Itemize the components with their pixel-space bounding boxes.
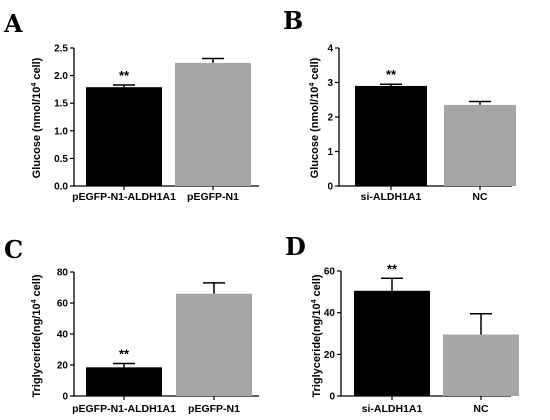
y-tick-label: 40 (324, 308, 336, 319)
panel-letter: C (4, 235, 23, 264)
x-tick-label: si-ALDH1A1 (361, 191, 422, 203)
x-tick-label: pEGFP-N1-ALDH1A1 (72, 191, 176, 203)
y-axis-label: Triglyceride(ng/104 cell) (31, 274, 43, 397)
bar (175, 62, 251, 186)
y-tick-label: 1 (327, 147, 333, 158)
bar (444, 104, 516, 186)
y-tick-label: 80 (57, 268, 69, 279)
bar (355, 85, 427, 186)
y-tick-label: 40 (57, 330, 69, 341)
panel-letter: D (285, 232, 306, 261)
bar (86, 367, 162, 396)
chart-panel-a: A Glucose (nmol/104 cell) 0.0 0.5 1.0 1.5 2.0 2… (3, 9, 259, 203)
bar (443, 334, 519, 396)
x-tick-label: NC (473, 403, 489, 415)
y-tick-label: 1.5 (54, 99, 68, 110)
y-tick-label: 0 (62, 392, 68, 403)
y-axis-label: Glucose (nmol/104 cell) (31, 57, 43, 178)
x-tick-label: pEGFP-N1 (188, 403, 240, 415)
significance-label: ** (386, 67, 397, 82)
y-tick-label: 0.0 (54, 182, 68, 193)
x-tick-label: si-ALDH1A1 (362, 403, 423, 415)
significance-label: ** (119, 346, 130, 361)
y-tick-label: 2.0 (54, 71, 68, 82)
y-tick-label: 4 (327, 44, 333, 55)
y-tick-label: 2.5 (54, 44, 68, 55)
y-axis-label: Glucose (nmol/104 cell) (309, 57, 321, 178)
bar (86, 87, 162, 186)
y-axis-label: Triglyceride(ng/104 cell) (311, 274, 323, 397)
panel-letter: B (283, 6, 303, 35)
y-tick-label: 0.5 (54, 154, 68, 165)
y-tick-label: 0 (327, 182, 333, 193)
bar (176, 293, 252, 396)
significance-label: ** (387, 261, 398, 276)
y-tick-label: 0 (329, 392, 335, 403)
significance-label: ** (119, 68, 130, 83)
x-tick-label: NC (472, 191, 488, 203)
chart-panel-c: C Triglyceride(ng/104 cell) 0 20 40 60 80 ** pEG… (4, 235, 259, 415)
y-tick-label: 60 (324, 267, 336, 278)
y-tick-label: 20 (57, 361, 69, 372)
y-tick-label: 3 (327, 78, 333, 89)
chart-panel-b: B Glucose (nmol/104 cell) 0 1 2 3 4 ** si-ALDH1A… (283, 6, 516, 203)
bar (354, 290, 430, 396)
x-tick-label: pEGFP-N1-ALDH1A1 (72, 403, 176, 415)
y-tick-label: 20 (324, 350, 336, 361)
x-tick-label: pEGFP-N1 (187, 191, 239, 203)
chart-panel-d: D Triglyceride(ng/104 cell) 0 20 40 60 ** si-AL… (285, 232, 519, 415)
y-tick-label: 60 (57, 299, 69, 310)
y-tick-label: 1.0 (54, 126, 68, 137)
panel-letter: A (3, 9, 23, 38)
y-tick-label: 2 (327, 113, 333, 124)
